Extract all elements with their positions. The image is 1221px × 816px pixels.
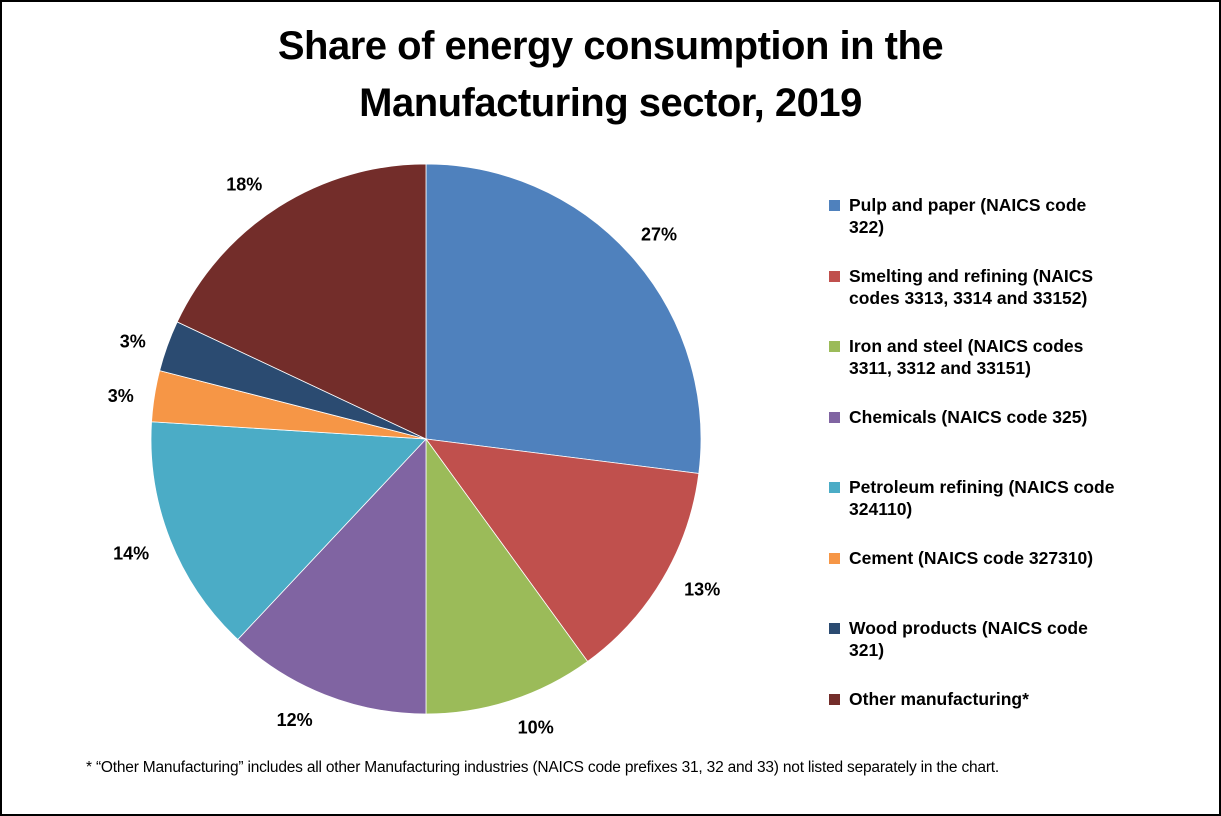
legend-marker-wood-products [829, 623, 840, 634]
legend-label-wood-products: Wood products (NAICS code 321) [849, 618, 1088, 660]
legend-item-cement: Cement (NAICS code 327310) [829, 547, 1194, 618]
legend-marker-iron-and-steel [829, 341, 840, 352]
legend-item-chemicals: Chemicals (NAICS code 325) [829, 406, 1194, 477]
pie-slice-iron-and-steel [425, 437, 589, 715]
legend-marker-petroleum-refining [829, 482, 840, 493]
data-label-pulp-and-paper: 27% [641, 225, 677, 245]
data-label-chemicals: 12% [277, 710, 313, 730]
legend-item-petroleum-refining: Petroleum refining (NAICS code 324110) [829, 476, 1194, 547]
data-label-wood-products: 3% [120, 331, 146, 351]
legend-label-smelting-refining: Smelting and refining (NAICS codes 3313,… [849, 265, 1094, 308]
legend-marker-cement [829, 552, 840, 564]
legend-label-petroleum-refining: Petroleum refining (NAICS code 324110) [849, 477, 1115, 519]
data-label-smelting-refining: 13% [684, 580, 720, 600]
legend-item-iron-and-steel: Iron and steel (NAICS codes 3311, 3312 a… [829, 335, 1194, 406]
legend-label-chemicals: Chemicals (NAICS code 325) [849, 406, 1088, 427]
legend: Pulp and paper (NAICS code 322) Smelting … [829, 194, 1194, 758]
legend-item-other-manufacturing: Other manufacturing* [829, 688, 1194, 759]
legend-marker-chemicals [829, 411, 840, 423]
data-label-iron-and-steel: 10% [518, 717, 554, 737]
data-label-petroleum-refining: 14% [113, 543, 149, 563]
legend-item-pulp-and-paper: Pulp and paper (NAICS code 322) [829, 194, 1194, 265]
legend-marker-other-manufacturing [829, 693, 840, 705]
chart-title-line-2: Manufacturing sector, 2019 [359, 81, 862, 125]
chart-title-line-1: Share of energy consumption in the [277, 24, 944, 68]
pie-slice-smelting-refining [425, 438, 700, 663]
legend-label-cement: Cement (NAICS code 327310) [849, 547, 1094, 568]
legend-label-iron-and-steel: Iron and steel (NAICS codes 3311, 3312 a… [849, 336, 1084, 378]
legend-label-pulp-and-paper: Pulp and paper (NAICS code 322) [849, 195, 1087, 237]
data-label-cement: 3% [108, 386, 134, 406]
pie-slice-petroleum-refining [150, 421, 427, 641]
footnote: * “Other Manufacturing” includes all oth… [86, 759, 1000, 776]
pie-slice-chemicals [237, 437, 427, 715]
legend-item-smelting-refining: Smelting and refining (NAICS codes 3313,… [829, 265, 1194, 336]
pie-slice-other-manufacturing [176, 163, 427, 440]
legend-label-other-manufacturing: Other manufacturing* [849, 688, 1029, 709]
legend-marker-smelting-refining [829, 270, 840, 282]
data-label-other-manufacturing: 18% [226, 175, 262, 195]
chart-title: Share of energy consumption in the Manuf… [2, 18, 1219, 132]
legend-marker-pulp-and-paper [829, 200, 840, 211]
legend-item-wood-products: Wood products (NAICS code 321) [829, 617, 1194, 688]
pie-slice-pulp-and-paper [425, 163, 702, 474]
